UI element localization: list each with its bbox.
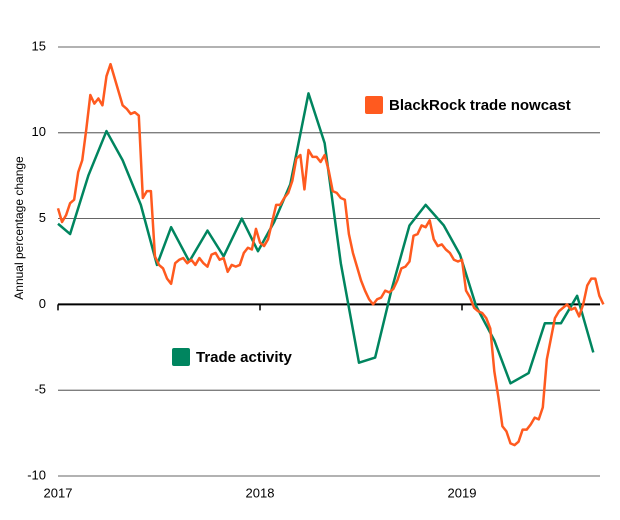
series-line: [57, 92, 595, 385]
x-tick-label: 2017: [44, 485, 73, 500]
legend-swatch: [172, 348, 190, 366]
legend-label: Trade activity: [196, 349, 293, 366]
x-tick-label: 2019: [448, 485, 477, 500]
y-tick-label: -10: [27, 467, 46, 482]
y-tick-label: 10: [32, 124, 46, 139]
y-axis-title: Annual percentage change: [12, 156, 26, 300]
legend-label: BlackRock trade nowcast: [389, 97, 571, 114]
legend-swatch: [365, 96, 383, 114]
series-line: [56, 62, 605, 447]
y-tick-label: 15: [32, 38, 46, 53]
y-tick-label: 5: [39, 210, 46, 225]
y-tick-label: -5: [34, 382, 46, 397]
x-tick-label: 2018: [246, 485, 275, 500]
y-tick-label: 0: [39, 296, 46, 311]
